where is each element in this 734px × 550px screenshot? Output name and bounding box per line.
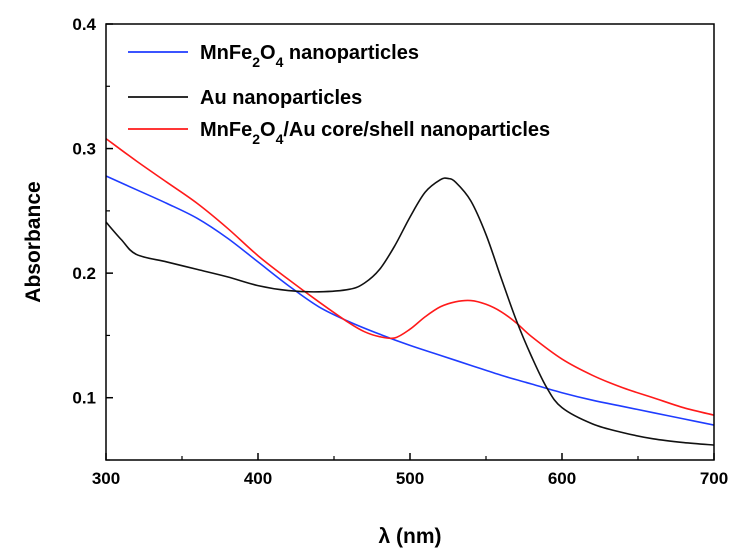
legend-label-1: Au nanoparticles [200,87,362,109]
plot-frame [105,23,715,461]
x-tick-label: 500 [396,469,424,488]
x-tick-label: 400 [244,469,272,488]
x-axis-title: λ (nm) [379,525,442,548]
x-tick-label: 300 [92,469,120,488]
legend-label-2: MnFe2O4/Au core/shell nanoparticles [200,119,550,147]
y-axis-title: Absorbance [22,181,45,302]
series-line-1 [106,177,714,446]
series-line-0 [106,175,714,426]
y-tick-label: 0.4 [72,15,96,34]
y-tick-label: 0.3 [72,140,96,159]
y-tick-label: 0.1 [72,389,96,408]
legend-label-0: MnFe2O4 nanoparticles [200,42,419,70]
series-line-2 [106,137,714,416]
legend: MnFe2O4 nanoparticles Au nanoparticles MnF… [128,42,550,147]
y-tick-label: 0.2 [72,264,96,283]
series-lines [106,137,714,446]
x-tick-label: 700 [700,469,728,488]
x-tick-label: 600 [548,469,576,488]
axis-ticks: 300 400 500 600 700 0.1 0.2 0.3 0.4 [72,15,728,488]
